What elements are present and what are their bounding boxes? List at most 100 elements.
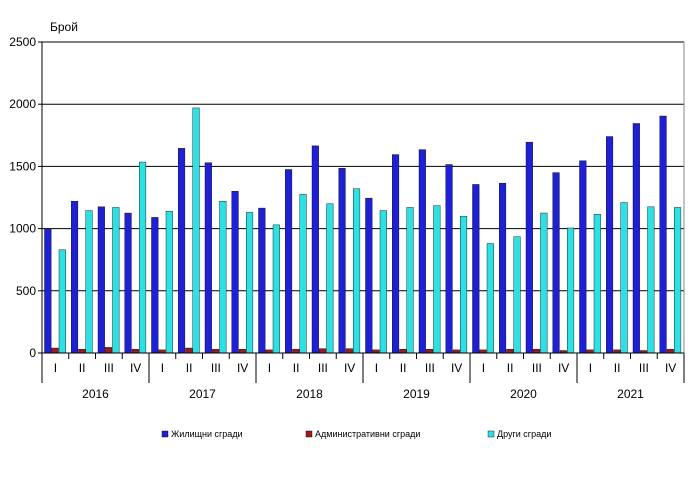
bar bbox=[472, 184, 480, 354]
x-tick-label: IV bbox=[558, 361, 569, 375]
bar bbox=[231, 191, 239, 354]
bar bbox=[433, 205, 441, 354]
bar bbox=[379, 210, 387, 354]
x-tick-label: II bbox=[614, 361, 621, 375]
bar bbox=[51, 347, 59, 354]
x-tick-label: I bbox=[268, 361, 271, 375]
bar bbox=[105, 347, 113, 354]
x-tick-label: I bbox=[589, 361, 592, 375]
legend: Жилищни сгради Административни сгради Друг… bbox=[161, 429, 551, 439]
bar bbox=[97, 206, 105, 354]
bar bbox=[579, 160, 587, 354]
bar bbox=[426, 349, 434, 354]
x-tick-label: III bbox=[425, 361, 435, 375]
year-label: 2017 bbox=[189, 387, 216, 401]
bar bbox=[78, 349, 86, 354]
x-tick-label: III bbox=[104, 361, 114, 375]
bar bbox=[71, 201, 79, 354]
bar bbox=[674, 207, 682, 354]
bars bbox=[44, 107, 682, 354]
bar bbox=[418, 149, 426, 354]
bar bbox=[606, 136, 614, 354]
bar bbox=[112, 207, 120, 354]
year-label: 2021 bbox=[617, 387, 644, 401]
bar bbox=[285, 169, 293, 354]
y-tick-label: 2500 bbox=[9, 35, 36, 49]
bar bbox=[272, 224, 280, 354]
bar bbox=[192, 107, 200, 354]
bar bbox=[392, 154, 400, 354]
bar bbox=[399, 349, 407, 354]
bar bbox=[311, 145, 319, 354]
x-tick-label: II bbox=[186, 361, 193, 375]
bar bbox=[212, 349, 220, 354]
bar bbox=[540, 212, 548, 354]
legend-label: Административни сгради bbox=[315, 429, 420, 439]
x-tick-label: II bbox=[507, 361, 514, 375]
x-tick-label: I bbox=[482, 361, 485, 375]
bar bbox=[666, 349, 674, 354]
x-tick-label: IV bbox=[130, 361, 141, 375]
bar bbox=[124, 212, 132, 354]
bar bbox=[460, 215, 468, 354]
x-tick-label: I bbox=[54, 361, 57, 375]
x-tick-label: I bbox=[375, 361, 378, 375]
legend-label: Други сгради bbox=[497, 429, 551, 439]
x-tick-label: I bbox=[161, 361, 164, 375]
bar bbox=[647, 206, 655, 354]
y-tick-label: 1000 bbox=[9, 222, 36, 236]
bar bbox=[204, 162, 212, 354]
bar bbox=[131, 349, 139, 354]
year-label: 2016 bbox=[82, 387, 109, 401]
bar bbox=[178, 148, 186, 354]
bar bbox=[292, 349, 300, 354]
gridlines bbox=[42, 41, 684, 354]
bar bbox=[552, 172, 560, 354]
x-tick-label: II bbox=[293, 361, 300, 375]
bar bbox=[632, 123, 640, 354]
x-tick-label: IV bbox=[665, 361, 676, 375]
year-label: 2020 bbox=[510, 387, 537, 401]
bar bbox=[185, 347, 193, 354]
x-tick-label: IV bbox=[344, 361, 355, 375]
bar bbox=[593, 214, 601, 354]
legend-swatch bbox=[305, 430, 313, 438]
bar bbox=[139, 161, 147, 354]
bar bbox=[319, 348, 327, 354]
x-tick-label: IV bbox=[237, 361, 248, 375]
bar bbox=[345, 348, 353, 354]
bar bbox=[326, 203, 334, 354]
bar bbox=[365, 197, 373, 354]
bar bbox=[486, 243, 494, 354]
legend-swatch bbox=[487, 430, 495, 438]
year-label: 2019 bbox=[403, 387, 430, 401]
bar bbox=[445, 164, 453, 354]
x-tick-label: II bbox=[79, 361, 86, 375]
bar bbox=[85, 210, 93, 354]
bar bbox=[567, 227, 575, 354]
bar bbox=[151, 217, 159, 354]
bar bbox=[406, 207, 414, 354]
y-tick-label: 2000 bbox=[9, 97, 36, 111]
x-tick-label: IV bbox=[451, 361, 462, 375]
bar bbox=[258, 207, 266, 354]
bar bbox=[353, 188, 361, 354]
y-tick-label: 500 bbox=[16, 284, 36, 298]
legend-label: Жилищни сгради bbox=[171, 429, 243, 439]
y-tick-label: 1500 bbox=[9, 159, 36, 173]
bar bbox=[659, 115, 667, 354]
bar bbox=[499, 182, 507, 354]
y-axis-title: Брой bbox=[50, 20, 78, 34]
bar bbox=[506, 349, 514, 354]
x-tick-label: II bbox=[400, 361, 407, 375]
x-tick-label: III bbox=[211, 361, 221, 375]
x-tick-label: III bbox=[318, 361, 328, 375]
x-tick-label: III bbox=[639, 361, 649, 375]
bar bbox=[533, 349, 541, 354]
axes bbox=[38, 41, 685, 383]
bar bbox=[238, 349, 246, 354]
x-tick-label: III bbox=[532, 361, 542, 375]
